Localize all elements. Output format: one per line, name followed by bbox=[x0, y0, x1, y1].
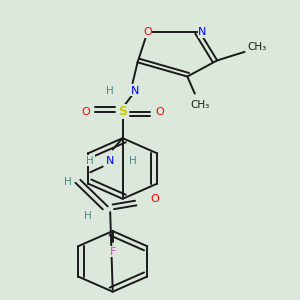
Text: F: F bbox=[110, 247, 116, 257]
Text: H: H bbox=[84, 211, 92, 221]
Text: O: O bbox=[151, 194, 159, 204]
Text: N: N bbox=[106, 156, 114, 166]
Text: H: H bbox=[64, 177, 72, 187]
Text: H: H bbox=[106, 86, 114, 96]
Text: N: N bbox=[198, 27, 206, 37]
Text: O: O bbox=[81, 106, 90, 117]
Text: CH₃: CH₃ bbox=[190, 100, 209, 110]
Text: H: H bbox=[86, 156, 94, 166]
Text: CH₃: CH₃ bbox=[248, 42, 267, 52]
Text: S: S bbox=[118, 105, 127, 118]
Text: O: O bbox=[156, 106, 164, 117]
Text: H: H bbox=[129, 156, 136, 166]
Text: N: N bbox=[131, 86, 139, 96]
Text: O: O bbox=[143, 27, 152, 37]
